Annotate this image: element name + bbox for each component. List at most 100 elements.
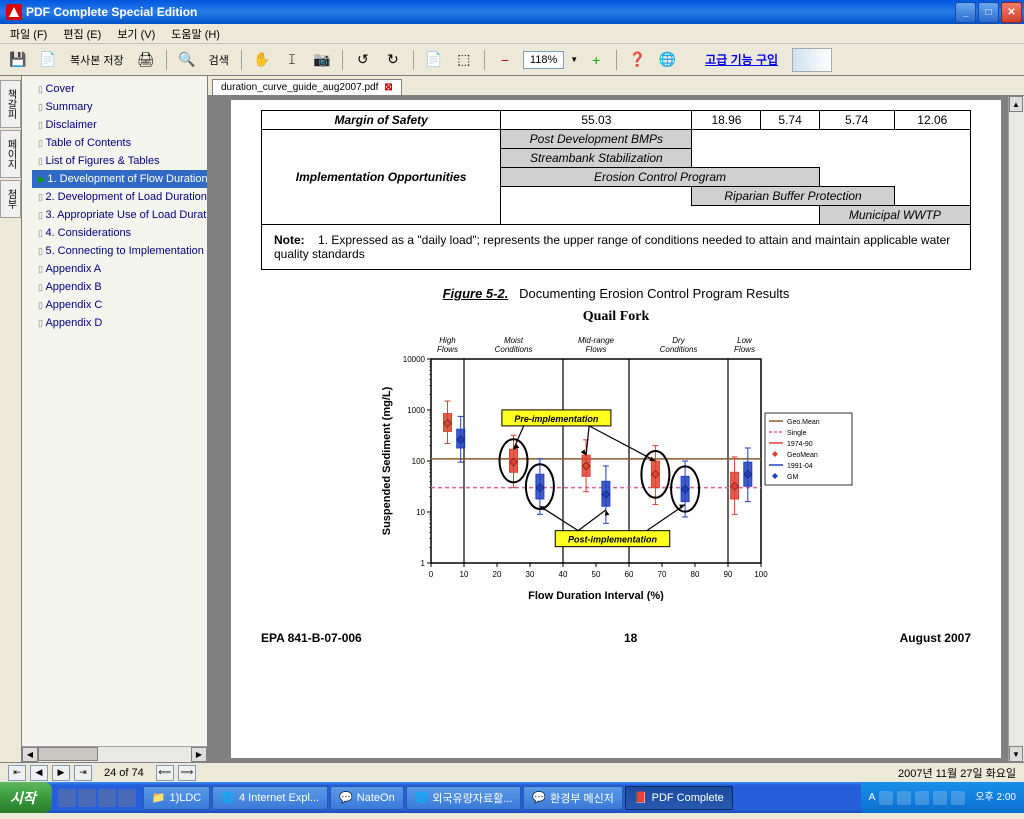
scroll-right-icon[interactable]: ▶ — [191, 747, 207, 762]
note-label: Note: — [274, 233, 305, 247]
svg-text:40: 40 — [559, 570, 568, 579]
bookmarks-tab[interactable]: 책갈피 — [0, 80, 21, 128]
chart-svg: HighFlowsMoistConditionsMid-rangeFlowsDr… — [376, 331, 856, 601]
footer-center: 18 — [624, 631, 637, 645]
start-button[interactable]: 시작 — [0, 782, 52, 813]
taskbar-task[interactable]: 📕PDF Complete — [625, 786, 733, 810]
svg-text:70: 70 — [658, 570, 667, 579]
zoom-in-icon[interactable]: + — [584, 48, 608, 72]
menu-view[interactable]: 보기 (V) — [111, 24, 161, 44]
tray-icon[interactable] — [897, 791, 911, 805]
next-page-icon[interactable]: ▶ — [52, 765, 70, 781]
svg-text:Flows: Flows — [734, 345, 755, 354]
sidebar-item[interactable]: 1. Development of Flow Duration Curves — [32, 170, 207, 188]
tray-lang-icon[interactable]: A — [869, 792, 876, 803]
page-icon[interactable]: 📄 — [422, 48, 446, 72]
toolbar-separator — [241, 50, 242, 70]
sidebar-item[interactable]: Appendix D — [32, 314, 207, 332]
close-button[interactable]: ✕ — [1001, 2, 1022, 23]
tray-icon[interactable] — [879, 791, 893, 805]
forward-icon[interactable]: ⟹ — [178, 765, 196, 781]
zoom-out-icon[interactable]: − — [493, 48, 517, 72]
doc-vscrollbar[interactable]: ▲ ▼ — [1008, 96, 1024, 762]
upgrade-link[interactable]: 고급 기능 구입 — [705, 51, 778, 68]
tray-clock[interactable]: 오후 2:00 — [975, 792, 1016, 803]
ql-icon[interactable] — [118, 789, 136, 807]
menu-file[interactable]: 파일 (F) — [4, 24, 53, 44]
document-tabs: duration_curve_guide_aug2007.pdf ⊠ — [208, 76, 1024, 96]
svg-text:Moist: Moist — [504, 336, 524, 345]
minimize-button[interactable]: _ — [955, 2, 976, 23]
start-label: 시작 — [10, 788, 36, 808]
chart-container: Quail Fork HighFlowsMoistConditionsMid-r… — [376, 309, 856, 601]
zoom-level[interactable]: 118% — [523, 51, 564, 69]
scroll-left-icon[interactable]: ◀ — [22, 747, 38, 762]
sidebar-item[interactable]: Cover — [32, 80, 207, 98]
toolbar-separator — [413, 50, 414, 70]
back-icon[interactable]: ⟸ — [156, 765, 174, 781]
bookmarks-list: CoverSummaryDisclaimerTable of ContentsL… — [22, 76, 207, 746]
ql-desktop-icon[interactable] — [78, 789, 96, 807]
sidebar-item[interactable]: Appendix C — [32, 296, 207, 314]
maximize-button[interactable]: □ — [978, 2, 999, 23]
sidebar-item[interactable]: Table of Contents — [32, 134, 207, 152]
scroll-down-icon[interactable]: ▼ — [1009, 746, 1023, 762]
snapshot-tool-icon[interactable]: 📷 — [310, 48, 334, 72]
taskbar-task[interactable]: 📁1)LDC — [143, 786, 211, 810]
help-icon[interactable]: ❓ — [625, 48, 649, 72]
save-copy-icon[interactable]: 📄 — [36, 48, 60, 72]
save-icon[interactable]: 💾 — [6, 48, 30, 72]
toolbar-separator — [166, 50, 167, 70]
system-tray: A 오후 2:00 — [861, 782, 1024, 813]
taskbar-task[interactable]: 💬환경부 메신저 — [523, 786, 622, 810]
sidebar-item[interactable]: List of Figures & Tables — [32, 152, 207, 170]
tray-icon[interactable] — [915, 791, 929, 805]
tab-close-icon[interactable]: ⊠ — [384, 82, 392, 93]
sidebar-item[interactable]: Appendix B — [32, 278, 207, 296]
search-icon[interactable]: 🔍 — [175, 48, 199, 72]
taskbar-task[interactable]: 🌐4 Internet Expl... — [212, 786, 328, 810]
sidebar-item[interactable]: Summary — [32, 98, 207, 116]
sidebar-hscrollbar[interactable]: ◀ ▶ — [22, 746, 207, 762]
prev-page-icon[interactable]: ◀ — [30, 765, 48, 781]
tray-icon[interactable] — [933, 791, 947, 805]
sidebar-item[interactable]: 2. Development of Load Duration Curves a — [32, 188, 207, 206]
menu-help[interactable]: 도움말 (H) — [165, 24, 226, 44]
document-viewport[interactable]: ▲ ▼ Margin of Safety 55.03 18.96 5.74 5.… — [208, 96, 1024, 762]
app-icon — [6, 4, 22, 20]
ql-icon[interactable] — [98, 789, 116, 807]
sidebar-item[interactable]: 5. Connecting to Implementation and Resu — [32, 242, 207, 260]
fit-page-icon[interactable]: ⬚ — [452, 48, 476, 72]
table-note-row: Note: 1. Expressed as a "daily load"; re… — [262, 225, 971, 270]
scroll-up-icon[interactable]: ▲ — [1009, 96, 1023, 112]
menu-edit[interactable]: 편집 (E) — [57, 24, 107, 44]
sidebar-item[interactable]: Appendix A — [32, 260, 207, 278]
select-tool-icon[interactable]: 𝙸 — [280, 48, 304, 72]
taskbar-task[interactable]: 💬NateOn — [330, 786, 404, 810]
footer-right: August 2007 — [900, 631, 971, 645]
first-page-icon[interactable]: ⇤ — [8, 765, 26, 781]
svg-text:100: 100 — [754, 570, 768, 579]
rotate-cw-icon[interactable]: ↻ — [381, 48, 405, 72]
hand-tool-icon[interactable]: ✋ — [250, 48, 274, 72]
svg-text:Dry: Dry — [672, 336, 685, 345]
banner-image[interactable] — [792, 48, 832, 72]
print-icon[interactable]: 🖨 — [134, 48, 158, 72]
menubar: 파일 (F) 편집 (E) 보기 (V) 도움말 (H) — [0, 24, 1024, 44]
date-display: 2007년 11월 27일 화요일 — [898, 765, 1016, 781]
last-page-icon[interactable]: ⇥ — [74, 765, 92, 781]
scroll-thumb[interactable] — [38, 747, 98, 761]
sidebar-item[interactable]: 3. Appropriate Use of Load Duration Curv… — [32, 206, 207, 224]
zoom-dropdown-icon[interactable]: ▼ — [570, 55, 578, 64]
layers-tab[interactable]: 첨부 — [0, 180, 21, 218]
sidebar-item[interactable]: 4. Considerations — [32, 224, 207, 242]
pages-tab[interactable]: 페이지 — [0, 130, 21, 178]
sidebar-item[interactable]: Disclaimer — [32, 116, 207, 134]
ql-ie-icon[interactable] — [58, 789, 76, 807]
tray-icon[interactable] — [951, 791, 965, 805]
web-icon[interactable]: 🌐 — [655, 48, 679, 72]
taskbar-task[interactable]: 🌐외국유량자료활... — [406, 786, 522, 810]
rotate-ccw-icon[interactable]: ↺ — [351, 48, 375, 72]
document-tab[interactable]: duration_curve_guide_aug2007.pdf ⊠ — [212, 79, 402, 95]
svg-text:Single: Single — [787, 430, 807, 437]
